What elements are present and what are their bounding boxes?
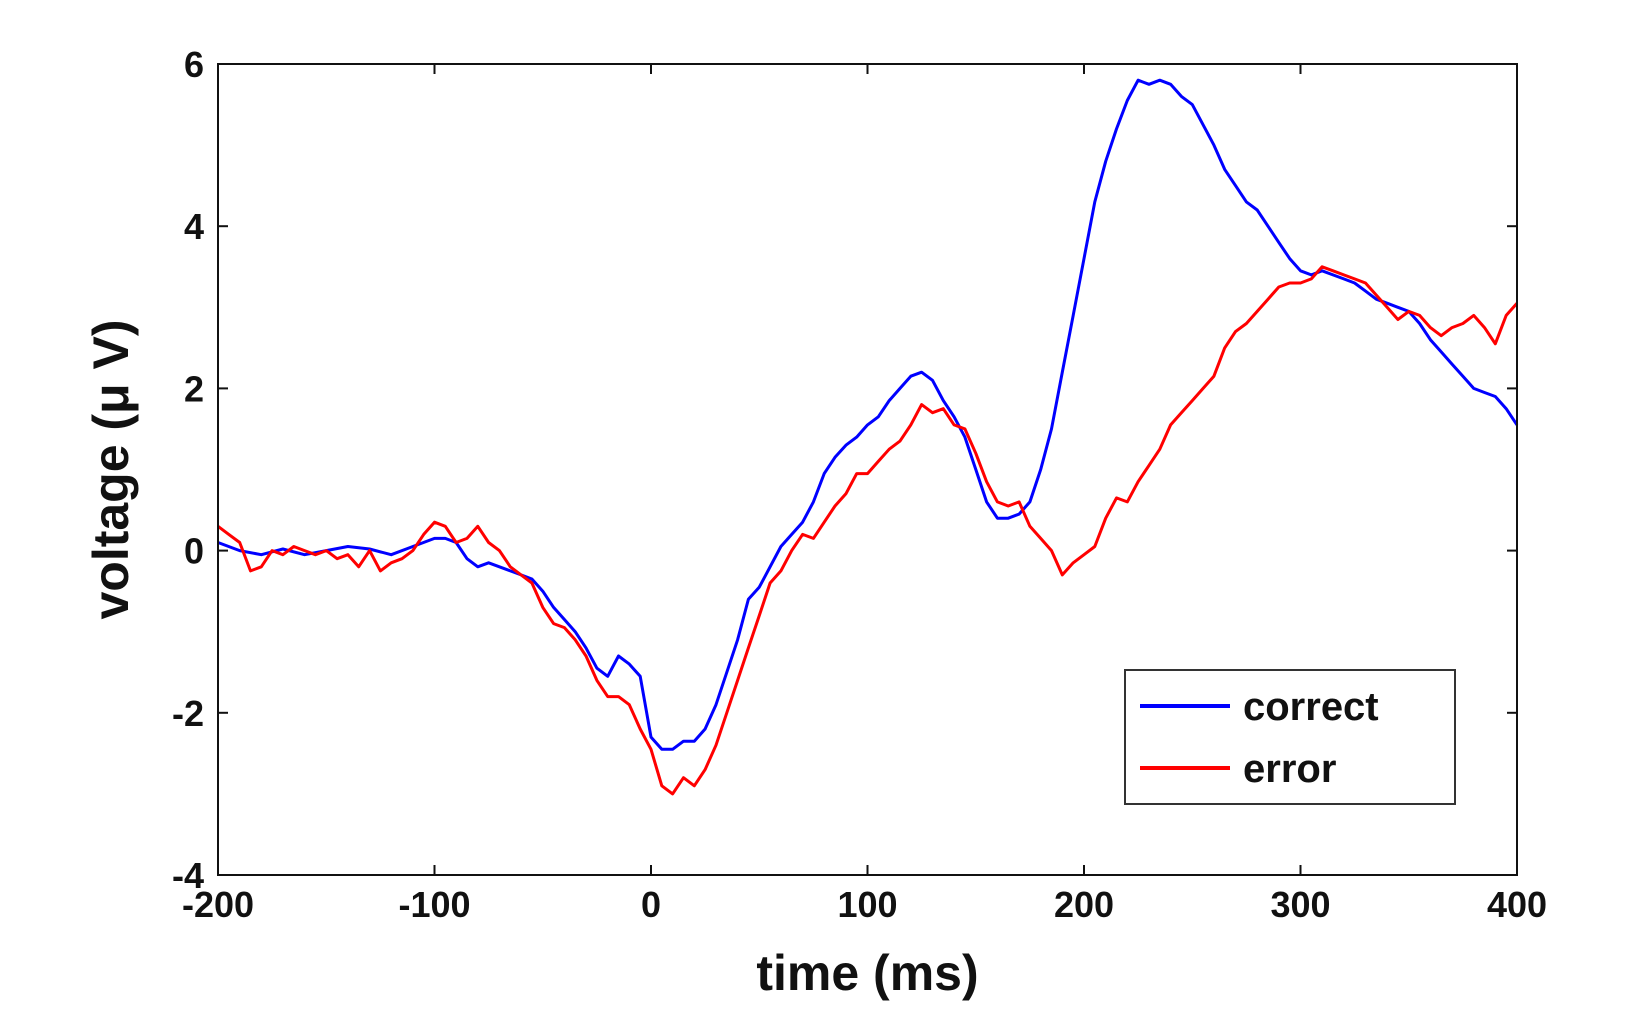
x-tick-label: 100 bbox=[837, 884, 897, 925]
y-tick-label: -4 bbox=[172, 855, 204, 896]
x-tick-label: 0 bbox=[641, 884, 661, 925]
x-tick-label: -100 bbox=[398, 884, 470, 925]
legend-label-correct: correct bbox=[1243, 685, 1379, 729]
x-axis-label: time (ms) bbox=[756, 945, 978, 1001]
x-tick-label: 300 bbox=[1270, 884, 1330, 925]
series-line-error bbox=[217, 265, 1519, 796]
y-tick-label: -2 bbox=[172, 693, 204, 734]
y-tick-label: 2 bbox=[184, 368, 204, 409]
x-tick-label: 400 bbox=[1487, 884, 1547, 925]
y-axis-label: voltage (μ V) bbox=[83, 319, 139, 619]
tick-labels: -200 -100 0 100 200 300 400 -4 -2 0 2 4 6 bbox=[172, 44, 1547, 925]
series-layer bbox=[217, 78, 1519, 796]
y-tick-label: 6 bbox=[184, 44, 204, 85]
legend-box bbox=[1124, 669, 1456, 805]
plot-frame bbox=[217, 63, 1518, 876]
y-tick-label: 0 bbox=[184, 531, 204, 572]
x-tick-label: -200 bbox=[182, 884, 254, 925]
legend-label-error: error bbox=[1243, 747, 1336, 791]
legend: correct error bbox=[1124, 669, 1456, 805]
y-tick-label: 4 bbox=[184, 206, 204, 247]
x-tick-label: 200 bbox=[1054, 884, 1114, 925]
